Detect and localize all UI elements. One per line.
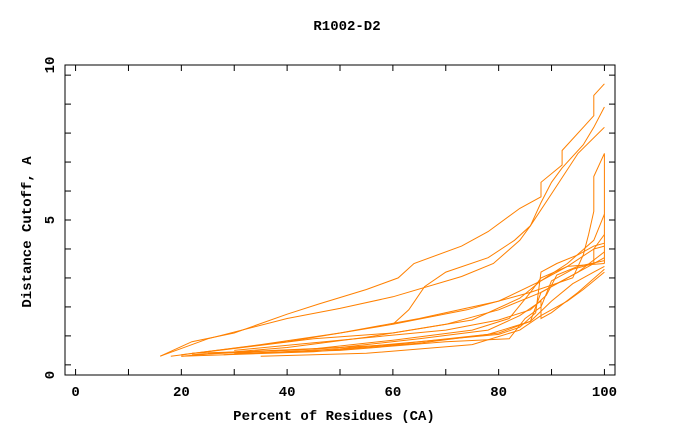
x-tick-label: 80 <box>490 385 507 401</box>
series-line-3 <box>392 106 605 325</box>
x-tick-label: 60 <box>384 385 401 401</box>
y-axis-label: Distance Cutoff, A <box>20 156 36 308</box>
x-tick-label: 100 <box>592 385 617 401</box>
series-line-9 <box>234 245 605 354</box>
ticks-layer: 0 20 40 60 80 100 0 5 10 <box>43 57 617 401</box>
series-line-2 <box>160 126 605 357</box>
x-axis-label: Percent of Residues (CA) <box>233 409 435 425</box>
series-line-14 <box>234 260 605 351</box>
y-tick-label: 5 <box>43 216 59 224</box>
plot-frame <box>64 64 616 376</box>
x-tick-label: 0 <box>71 385 79 401</box>
y-tick-label: 10 <box>43 57 59 74</box>
x-tick-label: 40 <box>279 385 296 401</box>
series-line-1 <box>159 83 605 357</box>
chart-title: R1002-D2 <box>313 19 380 35</box>
x-tick-label: 20 <box>173 385 190 401</box>
series-line-8 <box>207 268 605 354</box>
series-line-7 <box>191 234 605 356</box>
series-line-13 <box>207 263 605 353</box>
series-line-12 <box>260 271 605 357</box>
series-line-5 <box>170 214 605 357</box>
y-tick-label: 0 <box>43 371 59 379</box>
series-layer <box>159 83 605 357</box>
series-line-15 <box>191 265 605 354</box>
